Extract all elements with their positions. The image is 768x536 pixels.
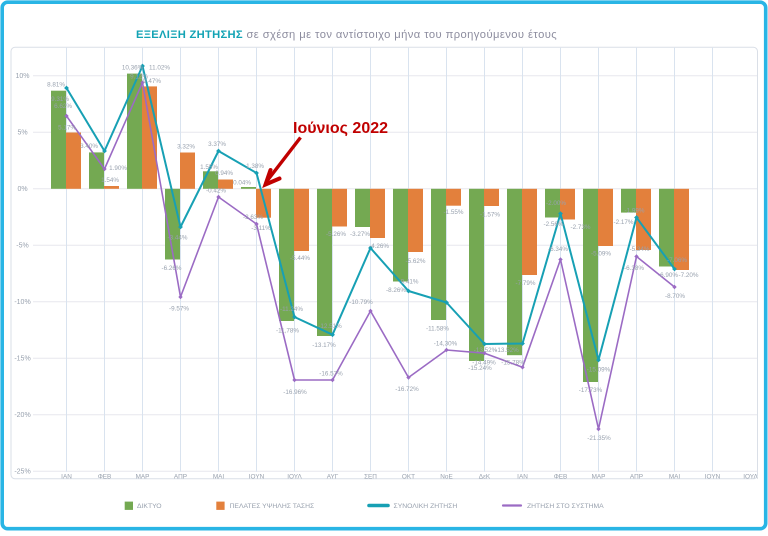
svg-text:-4.26%: -4.26% xyxy=(369,243,389,250)
svg-text:ΝοΕ: ΝοΕ xyxy=(440,473,452,480)
svg-text:ΜΑΡ: ΜΑΡ xyxy=(136,473,150,480)
svg-text:-5%: -5% xyxy=(16,243,28,250)
svg-text:-5.62%: -5.62% xyxy=(406,258,426,265)
svg-text:-3.27%: -3.27% xyxy=(350,231,370,238)
svg-text:ΙΟΥΛ: ΙΟΥΛ xyxy=(287,473,302,480)
svg-text:9.12%: 9.12% xyxy=(130,74,148,81)
svg-text:ΙΟΥΛ: ΙΟΥΛ xyxy=(743,473,758,480)
svg-text:1.38%: 1.38% xyxy=(246,163,264,170)
svg-text:ΣΥΝΟΛΙΚΗ ΖΗΤΗΣΗ: ΣΥΝΟΛΙΚΗ ΖΗΤΗΣΗ xyxy=(394,503,458,510)
svg-text:-20%: -20% xyxy=(14,412,30,419)
svg-text:-2.00%: -2.00% xyxy=(546,200,566,207)
svg-text:ΜΑΡ: ΜΑΡ xyxy=(592,473,606,480)
svg-text:-2.63%: -2.63% xyxy=(243,214,263,221)
svg-text:ΕΞΕΛΙΞΗ ΖΗΤΗΣΗΣ σε σχέση με το: ΕΞΕΛΙΞΗ ΖΗΤΗΣΗΣ σε σχέση με τον αντίστοι… xyxy=(136,29,557,41)
svg-text:9.31%: 9.31% xyxy=(51,96,69,103)
svg-text:-5.44%: -5.44% xyxy=(290,255,310,262)
svg-text:3.32%: 3.32% xyxy=(177,144,195,151)
svg-text:-11.24%: -11.24% xyxy=(280,306,303,313)
svg-text:1.90%: 1.90% xyxy=(109,165,127,172)
svg-text:-15.78%: -15.78% xyxy=(501,360,525,367)
svg-text:1.54%: 1.54% xyxy=(101,177,119,184)
svg-text:-15%: -15% xyxy=(14,356,30,363)
svg-text:0.94%: 0.94% xyxy=(215,170,233,177)
svg-text:6.62%: 6.62% xyxy=(54,103,72,110)
svg-text:ΦΕΒ: ΦΕΒ xyxy=(554,473,568,480)
svg-text:8.81%: 8.81% xyxy=(47,82,65,89)
svg-text:ΑΠΡ: ΑΠΡ xyxy=(174,473,187,480)
svg-text:-5.26%: -5.26% xyxy=(326,231,346,238)
svg-text:-16.96%: -16.96% xyxy=(283,389,307,396)
svg-text:ΟΚΤ: ΟΚΤ xyxy=(402,473,415,480)
svg-text:-13.17%: -13.17% xyxy=(312,342,336,349)
svg-text:ΙΟΥΝ: ΙΟΥΝ xyxy=(705,473,721,480)
svg-text:9.47%: 9.47% xyxy=(143,78,161,85)
svg-text:10%: 10% xyxy=(15,73,29,80)
svg-text:ΑΥΓ: ΑΥΓ xyxy=(327,473,339,480)
svg-text:ΙΑΝ: ΙΑΝ xyxy=(61,473,72,480)
svg-text:ΙΑΝ: ΙΑΝ xyxy=(517,473,528,480)
svg-text:-5.09%: -5.09% xyxy=(591,251,611,258)
svg-text:-2.17%: -2.17% xyxy=(614,219,634,226)
svg-text:ΣΕΠ: ΣΕΠ xyxy=(364,473,377,480)
svg-text:-14.49%: -14.49% xyxy=(472,360,496,367)
svg-text:-16.72%: -16.72% xyxy=(395,386,419,393)
svg-text:-15.09%: -15.09% xyxy=(587,367,611,374)
svg-text:10,36%: 10,36% xyxy=(122,65,144,72)
svg-text:-5.34%: -5.34% xyxy=(630,246,650,253)
svg-text:ΔεΚ: ΔεΚ xyxy=(479,473,491,480)
svg-text:3.40%: 3.40% xyxy=(80,143,98,150)
svg-text:-7.20%: -7.20% xyxy=(679,272,699,279)
svg-text:-3.11%: -3.11% xyxy=(251,225,271,232)
svg-text:11.02%: 11.02% xyxy=(149,65,170,72)
svg-text:0.04%: 0.04% xyxy=(233,180,251,187)
svg-text:-2.73%: -2.73% xyxy=(571,224,591,231)
svg-text:-25%: -25% xyxy=(14,469,30,476)
svg-text:0%: 0% xyxy=(17,186,27,193)
svg-text:-11.58%: -11.58% xyxy=(426,325,449,332)
svg-text:-10%: -10% xyxy=(14,299,30,306)
svg-text:1.55%: 1.55% xyxy=(200,164,218,171)
svg-text:-6.26%: -6.26% xyxy=(162,265,182,272)
svg-text:-15.24%: -15.24% xyxy=(468,365,492,372)
svg-text:-1.99%: -1.99% xyxy=(625,208,645,215)
svg-text:5%: 5% xyxy=(17,130,27,137)
svg-text:-6.90%: -6.90% xyxy=(658,272,678,279)
svg-text:-8.70%: -8.70% xyxy=(665,293,685,300)
svg-text:-2.56%: -2.56% xyxy=(544,221,564,228)
svg-text:ΑΠΡ: ΑΠΡ xyxy=(630,473,643,480)
svg-text:ΔΙΚΤΥΟ: ΔΙΚΤΥΟ xyxy=(137,503,162,510)
svg-text:-7.06%: -7.06% xyxy=(667,257,687,264)
svg-text:5.17%: 5.17% xyxy=(58,125,76,132)
svg-text:-13.52%: -13.52% xyxy=(495,347,519,354)
svg-text:-6.38%: -6.38% xyxy=(624,265,644,272)
svg-text:-0.42%: -0.42% xyxy=(206,188,226,195)
svg-text:-14,30%: -14,30% xyxy=(434,341,458,348)
svg-text:-17.73%: -17.73% xyxy=(579,387,603,394)
svg-text:-1.57%: -1.57% xyxy=(480,212,500,219)
svg-text:-11,78%: -11,78% xyxy=(276,328,299,335)
svg-text:ΜΑΙ: ΜΑΙ xyxy=(213,473,225,480)
svg-text:-3.44%: -3.44% xyxy=(168,235,188,242)
svg-text:-1.55%: -1.55% xyxy=(444,209,464,216)
svg-text:-16.57%: -16.57% xyxy=(319,371,343,378)
svg-text:ΖΗΤΗΣΗ ΣΤΟ ΣΥΣΤΗΜΑ: ΖΗΤΗΣΗ ΣΤΟ ΣΥΣΤΗΜΑ xyxy=(527,503,604,510)
svg-text:-10.79%: -10.79% xyxy=(349,299,373,306)
svg-text:ΠΕΛΑΤΕΣ ΥΨΗΛΗΣ ΤΑΣΗΣ: ΠΕΛΑΤΕΣ ΥΨΗΛΗΣ ΤΑΣΗΣ xyxy=(230,503,315,510)
svg-text:-8.26%: -8.26% xyxy=(386,287,406,294)
svg-text:3.37%: 3.37% xyxy=(208,141,226,148)
svg-text:-7.79%: -7.79% xyxy=(516,280,536,287)
svg-text:-21.35%: -21.35% xyxy=(587,435,611,442)
svg-text:Ιούνιος 2022: Ιούνιος 2022 xyxy=(293,120,388,137)
svg-text:ΦΕΒ: ΦΕΒ xyxy=(98,473,112,480)
svg-text:-9.57%: -9.57% xyxy=(169,306,189,313)
svg-text:-12.51%: -12.51% xyxy=(318,323,342,330)
svg-text:-13.52%: -13.52% xyxy=(474,347,498,354)
svg-text:ΙΟΥΝ: ΙΟΥΝ xyxy=(249,473,265,480)
svg-text:ΜΑΙ: ΜΑΙ xyxy=(669,473,681,480)
svg-text:-9.41%: -9.41% xyxy=(399,279,419,286)
svg-text:-6.34%: -6.34% xyxy=(548,246,568,253)
